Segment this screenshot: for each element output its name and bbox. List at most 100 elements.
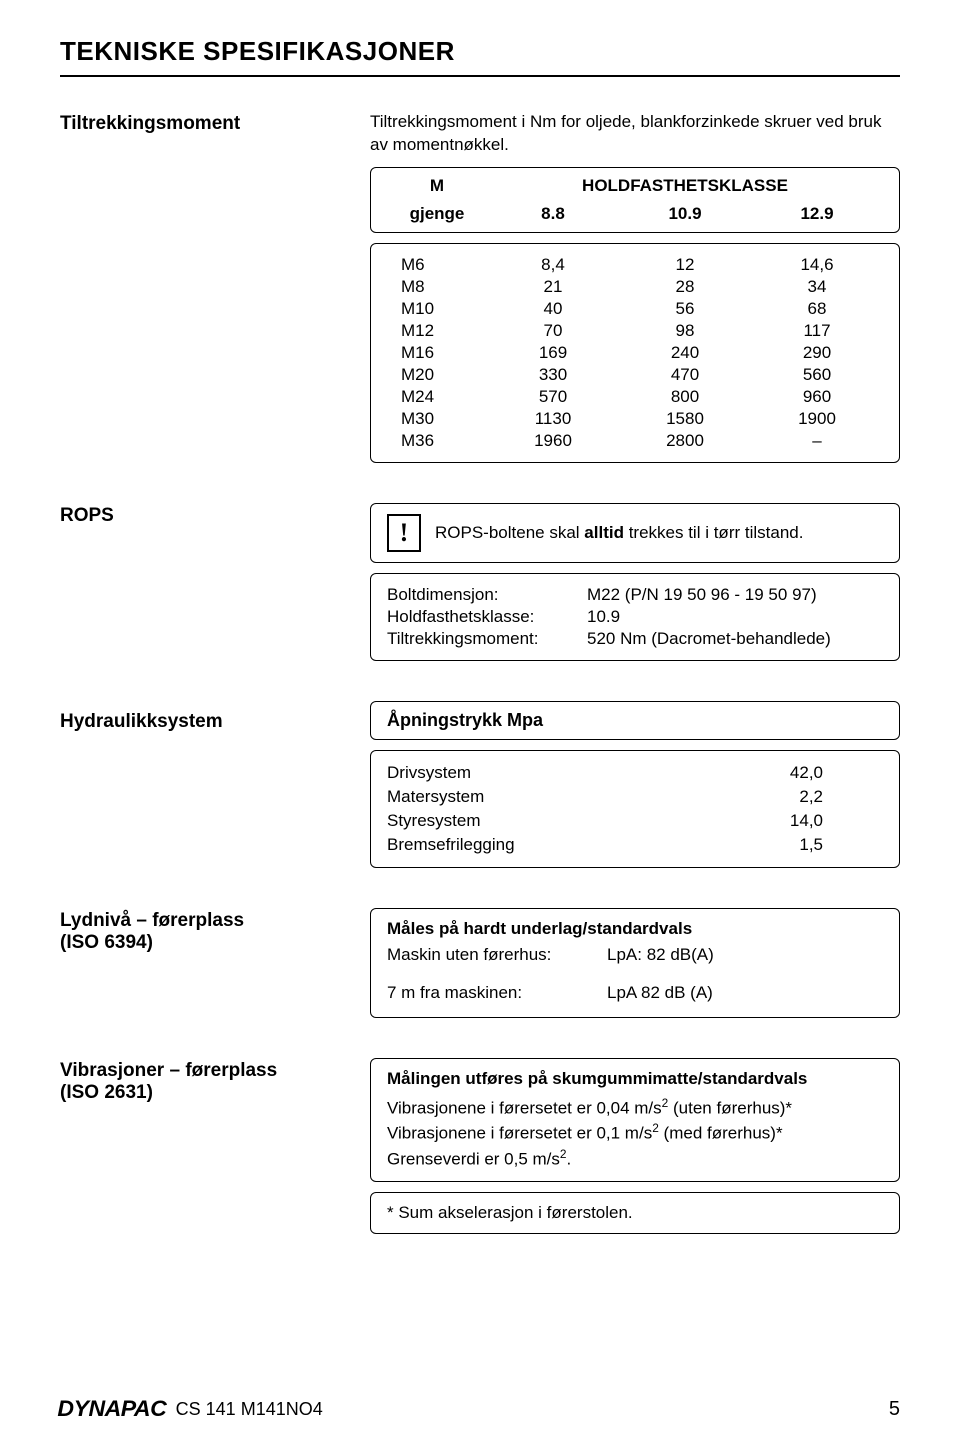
hyd-value: 2,2 (723, 787, 883, 807)
torque-value: 56 (619, 299, 751, 319)
torque-value: 117 (751, 321, 883, 341)
torque-value: 240 (619, 343, 751, 363)
torque-thread: M24 (387, 387, 487, 407)
noise-heading: Lydnivå – førerplass (ISO 6394) (60, 908, 370, 954)
hyd-value: 42,0 (723, 763, 883, 783)
torque-value: 169 (487, 343, 619, 363)
hyd-value: 1,5 (723, 835, 883, 855)
torque-value: – (751, 431, 883, 451)
vibration-line1: Vibrasjonene i førersetet er 0,04 m/s2 (… (387, 1095, 883, 1120)
torque-value: 560 (751, 365, 883, 385)
torque-col-2: 12.9 (751, 204, 883, 224)
page-number: 5 (889, 1398, 900, 1421)
hydraulics-table-box: Drivsystem42,0Matersystem2,2Styresystem1… (370, 750, 900, 868)
table-row: M127098117 (387, 320, 883, 342)
vibration-footnote-box: * Sum akselerasjon i førerstolen. (370, 1192, 900, 1234)
torque-thread: M30 (387, 409, 487, 429)
hyd-label: Drivsystem (387, 763, 723, 783)
bolt-torque-value: 520 Nm (Dacromet-behandlede) (587, 629, 883, 649)
torque-thread: M16 (387, 343, 487, 363)
torque-value: 98 (619, 321, 751, 341)
torque-value: 570 (487, 387, 619, 407)
noise-box-head: Måles på hardt underlag/standardvals (387, 919, 883, 939)
hyd-label: Matersystem (387, 787, 723, 807)
torque-value: 1130 (487, 409, 619, 429)
torque-value: 800 (619, 387, 751, 407)
torque-gjenge-label: gjenge (387, 204, 487, 224)
torque-value: 470 (619, 365, 751, 385)
noise-line2-r: LpA 82 dB (A) (607, 983, 883, 1003)
torque-value: 8,4 (487, 255, 619, 275)
torque-value: 68 (751, 299, 883, 319)
torque-intro: Tiltrekkingsmoment i Nm for oljede, blan… (370, 111, 900, 157)
torque-heading: Tiltrekkingsmoment (60, 111, 370, 135)
noise-heading-2: (ISO 6394) (60, 932, 370, 954)
vibration-heading-2: (ISO 2631) (60, 1082, 370, 1104)
torque-value: 1960 (487, 431, 619, 451)
logo: DYNAPAC (57, 1396, 166, 1422)
hydraulics-box-head: Åpningstrykk Mpa (387, 710, 883, 731)
noise-line2-l: 7 m fra maskinen: (387, 983, 607, 1003)
torque-value: 290 (751, 343, 883, 363)
torque-value: 21 (487, 277, 619, 297)
vibration-heading-1: Vibrasjoner – førerplass (60, 1060, 370, 1082)
torque-thread: M20 (387, 365, 487, 385)
table-row: M20330470560 (387, 364, 883, 386)
torque-value: 12 (619, 255, 751, 275)
hyd-value: 14,0 (723, 811, 883, 831)
noise-heading-1: Lydnivå – førerplass (60, 910, 370, 932)
rops-text: ROPS-boltene skal alltid trekkes til i t… (435, 522, 803, 544)
rops-text-post: trekkes til i tørr tilstand. (624, 523, 803, 542)
torque-col-0: 8.8 (487, 204, 619, 224)
bolt-class-value: 10.9 (587, 607, 883, 627)
rops-bolt-box: Boltdimensjon:M22 (P/N 19 50 96 - 19 50 … (370, 573, 900, 661)
hydraulics-head-box: Åpningstrykk Mpa (370, 701, 900, 740)
vibration-box: Målingen utføres på skumgummimatte/stand… (370, 1058, 900, 1182)
rops-warning-box: ! ROPS-boltene skal alltid trekkes til i… (370, 503, 900, 563)
table-row: M30113015801900 (387, 408, 883, 430)
hyd-label: Bremsefrilegging (387, 835, 723, 855)
torque-value: 40 (487, 299, 619, 319)
torque-table-box: M68,41214,6M8212834M10405668M127098117M1… (370, 243, 900, 463)
page-title: TEKNISKE SPESIFIKASJONER (60, 36, 900, 77)
torque-thread: M6 (387, 255, 487, 275)
table-row: M10405668 (387, 298, 883, 320)
torque-thread: M36 (387, 431, 487, 451)
table-row: Bremsefrilegging1,5 (387, 833, 883, 857)
vibration-box-head: Målingen utføres på skumgummimatte/stand… (387, 1069, 883, 1089)
table-row: M8212834 (387, 276, 883, 298)
bolt-torque-label: Tiltrekkingsmoment: (387, 629, 587, 649)
torque-value: 330 (487, 365, 619, 385)
rops-text-bold: alltid (584, 523, 624, 542)
bolt-class-label: Holdfasthetsklasse: (387, 607, 587, 627)
bolt-dim-label: Boltdimensjon: (387, 585, 587, 605)
bolt-dim-value: M22 (P/N 19 50 96 - 19 50 97) (587, 585, 883, 605)
torque-header-box: M HOLDFASTHETSKLASSE gjenge 8.8 10.9 12.… (370, 167, 900, 233)
torque-value: 34 (751, 277, 883, 297)
torque-col-m: M (387, 176, 487, 196)
table-row: M68,41214,6 (387, 254, 883, 276)
torque-thread: M12 (387, 321, 487, 341)
torque-thread: M10 (387, 299, 487, 319)
table-row: M3619602800– (387, 430, 883, 452)
table-row: Styresystem14,0 (387, 809, 883, 833)
noise-line1-r: LpA: 82 dB(A) (607, 945, 883, 965)
rops-text-pre: ROPS-boltene skal (435, 523, 584, 542)
torque-col-klasse: HOLDFASTHETSKLASSE (487, 176, 883, 196)
torque-value: 1900 (751, 409, 883, 429)
torque-value: 70 (487, 321, 619, 341)
torque-value: 1580 (619, 409, 751, 429)
hydraulics-heading: Hydraulikksystem (60, 701, 370, 733)
noise-line1-l: Maskin uten førerhus: (387, 945, 607, 965)
footer-code: CS 141 M141NO4 (176, 1399, 323, 1420)
rops-heading: ROPS (60, 503, 370, 527)
table-row: Drivsystem42,0 (387, 761, 883, 785)
torque-value: 960 (751, 387, 883, 407)
footer: DYNAPAC CS 141 M141NO4 5 (60, 1396, 900, 1422)
noise-box: Måles på hardt underlag/standardvals Mas… (370, 908, 900, 1018)
torque-col-1: 10.9 (619, 204, 751, 224)
vibration-line2: Vibrasjonene i førersetet er 0,1 m/s2 (m… (387, 1120, 883, 1145)
torque-value: 28 (619, 277, 751, 297)
table-row: Matersystem2,2 (387, 785, 883, 809)
torque-value: 2800 (619, 431, 751, 451)
